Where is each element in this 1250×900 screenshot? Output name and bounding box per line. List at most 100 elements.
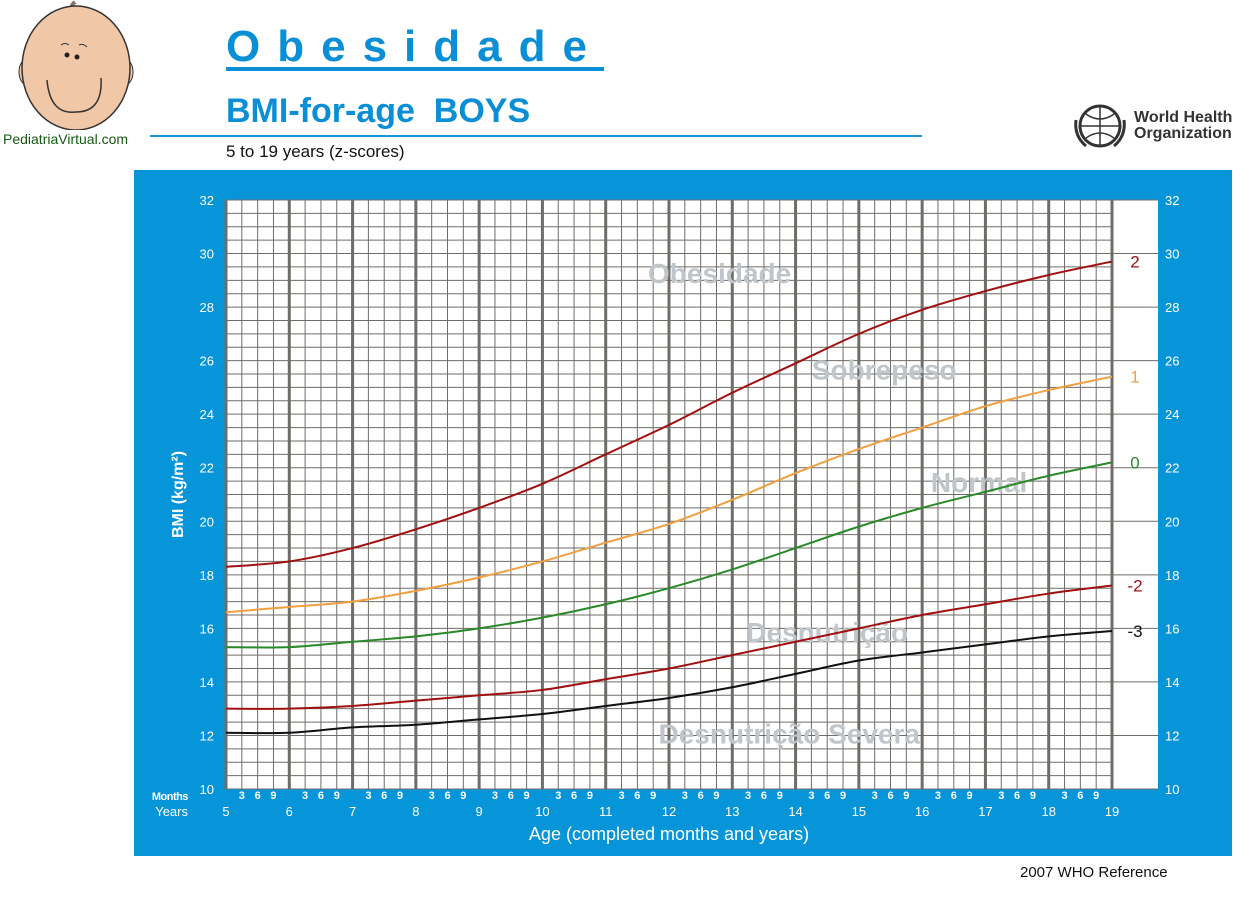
chart-subtitle: BMI-for-age BOYS — [226, 92, 531, 130]
x-tick-label-month: 6 — [951, 790, 957, 802]
x-tick-label-month: 9 — [587, 790, 593, 802]
x-tick-label-year: 7 — [349, 804, 356, 819]
zone-label: Sobrepeso — [812, 354, 957, 385]
y-tick-label-right: 24 — [1165, 407, 1179, 422]
z-score-label: 0 — [1130, 453, 1139, 472]
x-tick-label-month: 9 — [713, 790, 719, 802]
x-tick-label-year: 9 — [476, 804, 483, 819]
x-tick-label-year: 18 — [1041, 804, 1055, 819]
x-tick-label-month: 6 — [571, 790, 577, 802]
x-tick-label-month: 6 — [1077, 790, 1083, 802]
x-tick-label-month: 3 — [302, 790, 308, 802]
y-tick-label-right: 10 — [1165, 782, 1179, 797]
z-score-label: 2 — [1130, 253, 1139, 272]
z-score-curve-0 — [225, 461, 1113, 649]
page-title: Obesidade — [226, 22, 604, 71]
x-axis-title: Age (completed months and years) — [529, 824, 809, 844]
x-tick-label-month: 9 — [967, 790, 973, 802]
x-tick-label-month: 6 — [761, 790, 767, 802]
y-tick-label-right: 26 — [1165, 354, 1179, 369]
months-label: Months — [152, 791, 188, 803]
x-tick-label-month: 3 — [682, 790, 688, 802]
x-tick-label-month: 9 — [777, 790, 783, 802]
who-line1: World Health — [1134, 109, 1233, 126]
x-tick-label-year: 16 — [915, 804, 929, 819]
zone-label: Desnutrição — [746, 617, 908, 648]
x-tick-label-month: 6 — [698, 790, 704, 802]
x-tick-label-month: 9 — [524, 790, 530, 802]
z-score-label: -3 — [1127, 622, 1142, 641]
x-tick-label-month: 6 — [887, 790, 893, 802]
x-tick-label-year: 5 — [222, 804, 229, 819]
x-tick-label-year: 6 — [286, 804, 293, 819]
x-tick-label-year: 15 — [852, 804, 866, 819]
y-tick-label-left: 12 — [200, 728, 214, 743]
x-tick-label-year: 8 — [412, 804, 419, 819]
x-tick-label-month: 9 — [1093, 790, 1099, 802]
z-score-curve--2 — [225, 584, 1113, 710]
x-tick-label-month: 3 — [808, 790, 814, 802]
x-tick-label-month: 6 — [381, 790, 387, 802]
x-tick-label-month: 6 — [255, 790, 261, 802]
x-tick-label-month: 6 — [1014, 790, 1020, 802]
age-range: 5 to 19 years (z-scores) — [226, 142, 405, 161]
x-tick-label-month: 6 — [318, 790, 324, 802]
y-tick-label-left: 24 — [200, 407, 214, 422]
z-score-curve-1 — [225, 375, 1113, 614]
x-tick-label-month: 3 — [935, 790, 941, 802]
y-tick-label-right: 16 — [1165, 621, 1179, 636]
x-tick-label-month: 3 — [429, 790, 435, 802]
y-axis-title: BMI (kg/m²) — [170, 451, 187, 538]
x-tick-label-month: 3 — [239, 790, 245, 802]
x-tick-label-year: 11 — [599, 804, 613, 819]
x-tick-label-month: 6 — [634, 790, 640, 802]
x-tick-label-month: 9 — [334, 790, 340, 802]
x-tick-label-month: 3 — [618, 790, 624, 802]
y-tick-label-right: 22 — [1165, 461, 1179, 476]
who-emblem-icon — [1074, 104, 1126, 148]
x-tick-label-month: 9 — [903, 790, 909, 802]
header-divider — [150, 135, 922, 137]
y-tick-label-left: 18 — [200, 568, 214, 583]
x-tick-label-month: 6 — [824, 790, 830, 802]
who-line2: Organization — [1134, 125, 1232, 142]
reference-note: 2007 WHO Reference — [1020, 864, 1168, 881]
y-tick-label-left: 10 — [200, 782, 214, 797]
x-tick-label-month: 9 — [840, 790, 846, 802]
x-tick-label-year: 10 — [535, 804, 549, 819]
y-tick-label-left: 26 — [200, 354, 214, 369]
y-tick-label-right: 20 — [1165, 514, 1179, 529]
y-tick-label-right: 30 — [1165, 247, 1179, 262]
x-tick-label-year: 13 — [725, 804, 739, 819]
x-tick-label-year: 17 — [978, 804, 992, 819]
y-tick-label-left: 20 — [200, 514, 214, 529]
x-tick-label-month: 3 — [998, 790, 1004, 802]
y-tick-label-left: 16 — [200, 621, 214, 636]
z-score-label: 1 — [1130, 368, 1139, 387]
x-tick-label-month: 9 — [397, 790, 403, 802]
x-tick-label-month: 3 — [745, 790, 751, 802]
x-tick-label-month: 9 — [460, 790, 466, 802]
x-tick-label-month: 3 — [492, 790, 498, 802]
years-label: Years — [155, 804, 188, 819]
zone-label: Obesidade — [648, 258, 791, 289]
x-tick-label-month: 9 — [650, 790, 656, 802]
y-tick-label-right: 14 — [1165, 675, 1179, 690]
x-tick-label-month: 6 — [444, 790, 450, 802]
who-logo: World Health Organization — [1072, 102, 1232, 150]
x-tick-label-year: 12 — [662, 804, 676, 819]
y-tick-label-left: 22 — [200, 461, 214, 476]
y-tick-label-left: 14 — [200, 675, 214, 690]
x-tick-label-month: 9 — [1030, 790, 1036, 802]
x-tick-label-month: 3 — [365, 790, 371, 802]
y-tick-label-left: 32 — [200, 193, 214, 208]
x-tick-label-month: 6 — [508, 790, 514, 802]
z-score-curve-2 — [225, 260, 1113, 568]
x-tick-label-month: 3 — [555, 790, 561, 802]
x-tick-label-year: 19 — [1105, 804, 1119, 819]
z-score-label: -2 — [1127, 577, 1142, 596]
zone-label: Desnutrição Severa — [659, 718, 921, 749]
y-tick-label-right: 32 — [1165, 193, 1179, 208]
y-tick-label-right: 18 — [1165, 568, 1179, 583]
